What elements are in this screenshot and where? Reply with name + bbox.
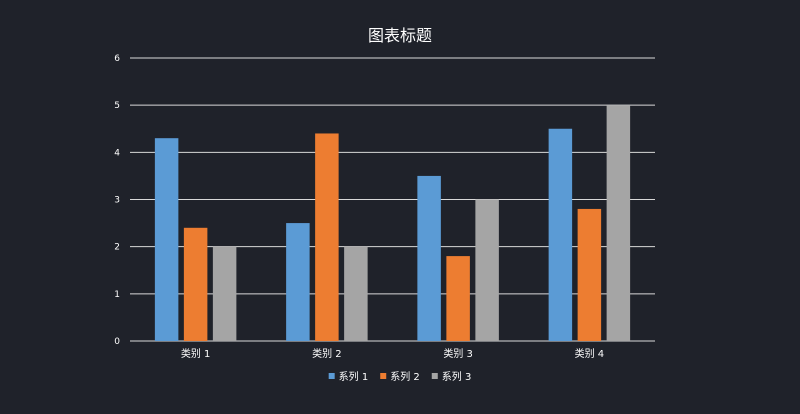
- legend-label: 系列 3: [442, 370, 472, 383]
- x-axis-category-labels: 类别 1 类别 2 类别 3 类别 4: [181, 347, 604, 360]
- bar: [417, 175, 441, 341]
- bar: [344, 246, 368, 341]
- gridlines: [130, 57, 655, 342]
- y-tick-label: 5: [114, 101, 120, 111]
- y-tick-label: 3: [114, 196, 120, 206]
- bar: [548, 128, 573, 341]
- x-category-label: 类别 4: [575, 347, 605, 360]
- y-tick-label: 2: [114, 243, 120, 253]
- chart-title: 图表标题: [368, 26, 432, 45]
- legend: 系列 1 系列 2 系列 3: [328, 370, 472, 383]
- x-category-label: 类别 2: [312, 347, 342, 360]
- legend-label: 系列 1: [339, 370, 369, 383]
- bar: [315, 133, 339, 341]
- y-tick-label: 1: [114, 290, 120, 300]
- y-tick-label: 4: [114, 148, 120, 158]
- y-axis-tick-labels: 0 1 2 3 4 5 6: [114, 54, 120, 347]
- y-tick-label: 0: [114, 337, 120, 347]
- y-tick-label: 6: [114, 54, 120, 64]
- bar: [577, 208, 602, 341]
- bar: [286, 223, 310, 341]
- legend-swatch: [328, 373, 335, 379]
- bar: [154, 138, 179, 341]
- bar: [212, 246, 237, 341]
- bar: [606, 105, 631, 342]
- bar: [446, 256, 470, 341]
- bar: [183, 227, 208, 341]
- legend-label: 系列 2: [390, 370, 420, 383]
- bars: [154, 105, 631, 342]
- legend-swatch: [380, 373, 387, 379]
- bar: [475, 199, 499, 341]
- legend-swatch: [431, 373, 438, 379]
- x-category-label: 类别 3: [443, 347, 473, 360]
- x-category-label: 类别 1: [181, 347, 211, 360]
